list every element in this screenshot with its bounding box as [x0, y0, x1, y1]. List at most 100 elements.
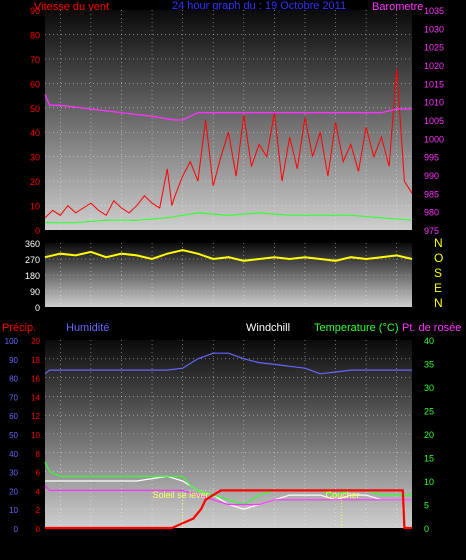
compass-letter: N [434, 296, 443, 310]
time-tick-label: 13 [238, 231, 248, 241]
wind-direction-grid [45, 243, 412, 307]
barometer-tick-labels: 1035 1030 1025 1020 1015 1010 1005 1000 995 990 98… [424, 6, 444, 236]
time-tick-label: 09 [177, 231, 187, 241]
precip-tick: 8 [36, 450, 41, 459]
wind-direction-line [44, 249, 413, 262]
time-tick-label: 09 [177, 537, 187, 547]
barometer-tick: 995 [424, 153, 439, 163]
wind-direction-series [44, 249, 413, 262]
temperature-tick: 5 [424, 501, 429, 511]
compass-letter: S [434, 266, 442, 280]
humidity-tick: 10 [9, 506, 18, 515]
wind-speed-tick: 30 [30, 153, 40, 163]
wind-barometer-grid [45, 10, 412, 230]
time-tick-label: 19 [330, 231, 340, 241]
precip-tick: 2 [36, 506, 41, 515]
time-tick-label: 15 [268, 231, 278, 241]
wind-speed-tick: 80 [30, 30, 40, 40]
precip-tick: 0 [36, 525, 41, 534]
wind-barometer-series [44, 68, 413, 224]
humidity-tick: 30 [9, 469, 18, 478]
wind-speed-tick: 20 [30, 177, 40, 187]
time-tick-label: 07 [146, 537, 156, 547]
wind-speed-tick: 40 [30, 128, 40, 138]
compass-letter: N [434, 236, 443, 250]
precip-axis-label: Précip. [2, 322, 36, 334]
barometer-tick: 1005 [424, 116, 444, 126]
humidity-tick: 40 [9, 450, 18, 459]
temperature-tick: 20 [424, 430, 434, 440]
barometer-tick: 1025 [424, 43, 444, 53]
wind-barometer-plot-area [45, 10, 412, 230]
barometer-tick: 1030 [424, 24, 444, 34]
precip-tick: 20 [31, 337, 40, 346]
temperature-tick: 0 [424, 524, 429, 534]
humidity-tick: 100 [5, 337, 19, 346]
time-tick-label: 17 [299, 537, 309, 547]
temp-humidity-plot-area [45, 340, 412, 528]
humidity-axis-label: Humidité [66, 322, 109, 334]
sun-markers: Soleil se lever Coucher [153, 490, 360, 528]
wind-direction-tick: 0 [35, 303, 40, 313]
time-tick-label: 03 [85, 537, 95, 547]
time-tick-label: 19 [330, 537, 340, 547]
wind-direction-tick: 180 [25, 271, 40, 281]
wind-direction-tick: 360 [25, 239, 40, 249]
barometer-tick: 990 [424, 171, 439, 181]
barometer-tick: 1010 [424, 98, 444, 108]
time-tick-label: 17 [299, 231, 309, 241]
wind-speed-tick: 0 [35, 226, 40, 236]
time-tick-label: 03 [85, 231, 95, 241]
wind-speed-tick: 60 [30, 79, 40, 89]
barometer-tick: 1035 [424, 6, 444, 16]
wind-speed-tick: 90 [30, 6, 40, 16]
barometer-tick: 1020 [424, 61, 444, 71]
precip-tick: 4 [36, 487, 41, 496]
humidity-tick: 60 [9, 412, 18, 421]
precip-tick: 10 [31, 431, 40, 440]
temperature-tick: 10 [424, 477, 434, 487]
time-tick-label: 23 [391, 231, 401, 241]
wind-speed-tick: 10 [30, 202, 40, 212]
temperature-axis-label: Temperature (°C) [314, 322, 398, 334]
time-tick-label: 15 [268, 537, 278, 547]
humidity-tick: 80 [9, 375, 18, 384]
time-tick-label: 01 [54, 231, 64, 241]
time-tick-label: 07 [146, 231, 156, 241]
precip-tick: 12 [31, 412, 40, 421]
chart-title: 24 hour graph du : 19 Octobre 2011 [172, 0, 346, 12]
barometer-tick: 980 [424, 208, 439, 218]
barometer-tick: 975 [424, 226, 439, 236]
sunrise-label: Soleil se lever [153, 490, 209, 500]
temperature-tick: 30 [424, 383, 434, 393]
compass-letter: O [434, 251, 443, 265]
time-tick-label: 01 [54, 537, 64, 547]
precip-line [45, 489, 412, 530]
time-tick-label: 05 [115, 231, 125, 241]
humidity-tick: 50 [9, 431, 18, 440]
dewpoint-legend-label: Pt. de rosée [402, 322, 461, 334]
precip-tick: 6 [36, 469, 41, 478]
humidity-tick: 0 [14, 525, 19, 534]
barometer-line [44, 94, 412, 121]
top-time-tick-labels: 01 03 05 07 09 11 13 15 17 19 21 23 [54, 231, 400, 241]
temperature-tick: 40 [424, 336, 434, 346]
wind-direction-plot-area [45, 243, 412, 307]
windchill-legend-label: Windchill [246, 322, 290, 334]
bottom-time-tick-labels: 01 03 05 07 09 11 13 15 17 19 21 23 [54, 537, 400, 547]
wind-average-line [45, 212, 413, 224]
time-tick-label: 05 [115, 537, 125, 547]
temp-humidity-series [44, 352, 412, 530]
wind-direction-tick: 90 [30, 287, 40, 297]
wind-speed-tick-labels: 90 80 70 60 50 40 30 20 10 0 [30, 6, 40, 236]
precip-tick: 16 [31, 375, 40, 384]
precip-tick: 18 [31, 356, 40, 365]
compass-letter: E [434, 281, 442, 295]
temperature-tick: 35 [424, 360, 434, 370]
humidity-tick: 70 [9, 393, 18, 402]
